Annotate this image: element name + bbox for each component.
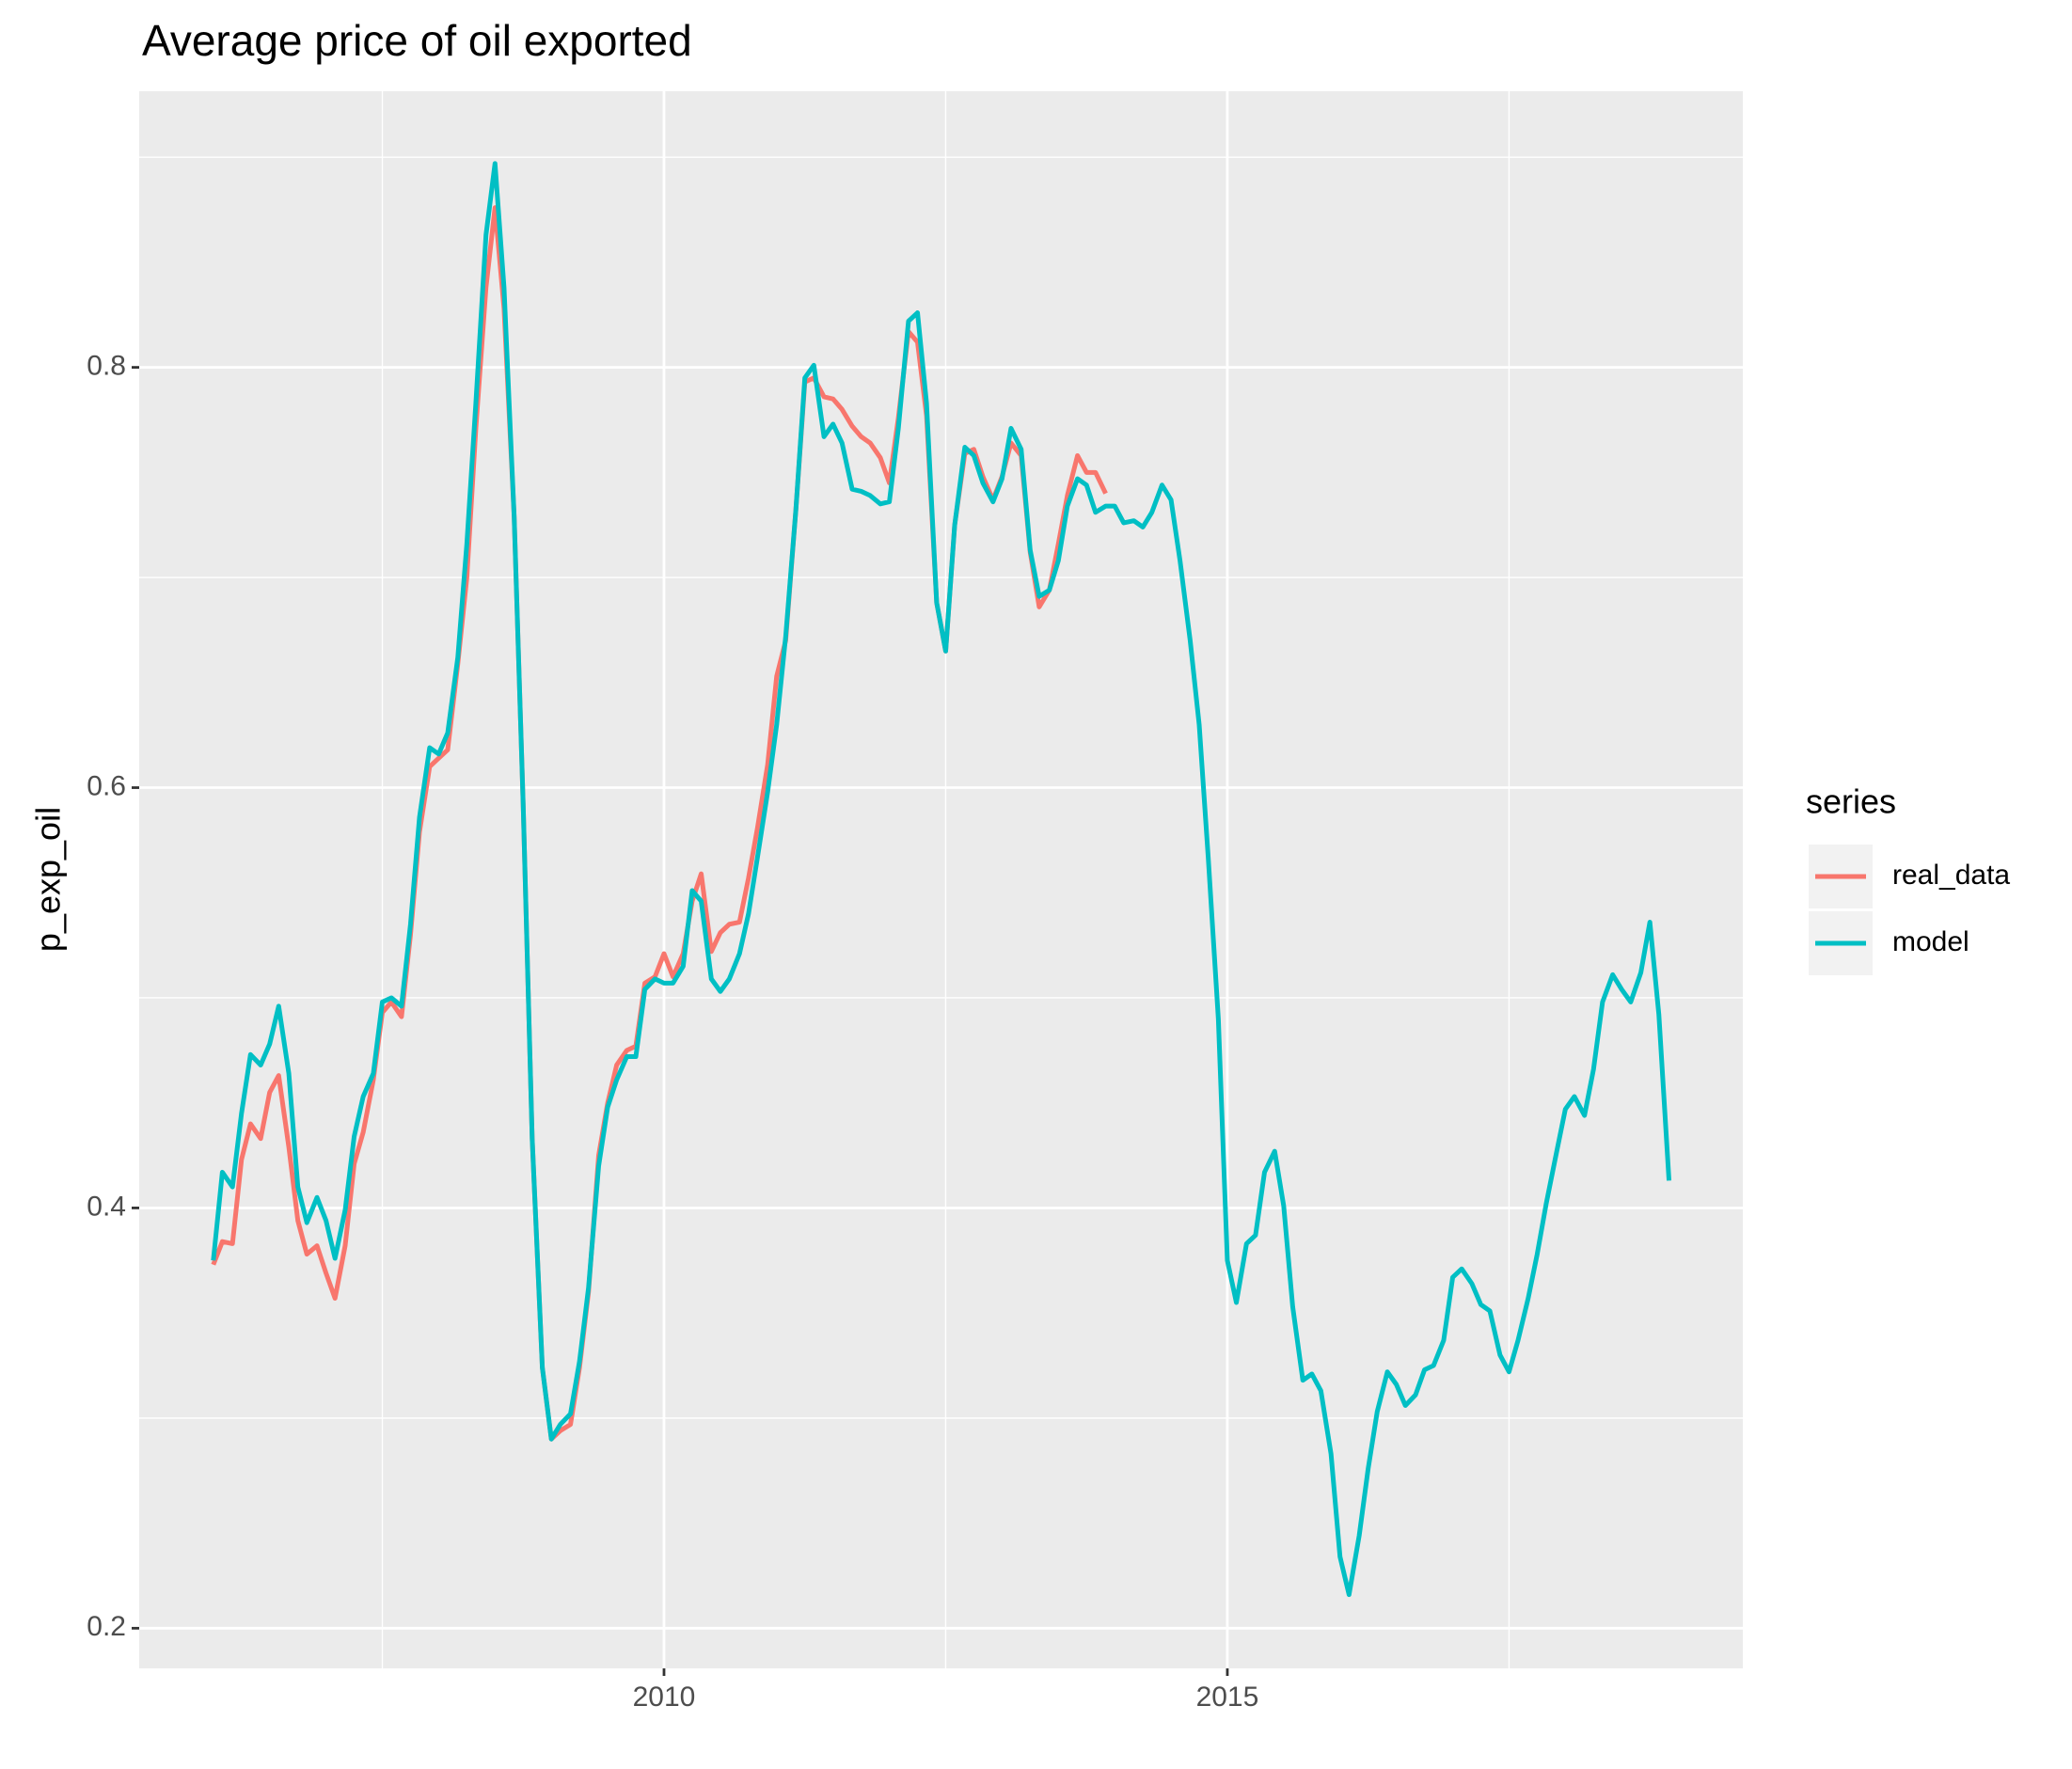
y-axis-title: p_exp_oil — [29, 807, 68, 952]
plot-panel — [139, 91, 1743, 1668]
x-tick-label: 2010 — [633, 1682, 696, 1713]
y-tick-label: 0.6 — [87, 770, 126, 801]
y-tick-label: 0.8 — [87, 351, 126, 382]
x-tick-label: 2015 — [1196, 1682, 1259, 1713]
y-tick-label: 0.2 — [87, 1611, 126, 1642]
legend-label: model — [1892, 926, 1969, 957]
legend-title: series — [1806, 782, 1896, 821]
y-tick-label: 0.4 — [87, 1191, 126, 1222]
chart-title: Average price of oil exported — [142, 16, 692, 65]
series-line — [211, 161, 1672, 1598]
legend-label: real_data — [1892, 860, 2010, 891]
